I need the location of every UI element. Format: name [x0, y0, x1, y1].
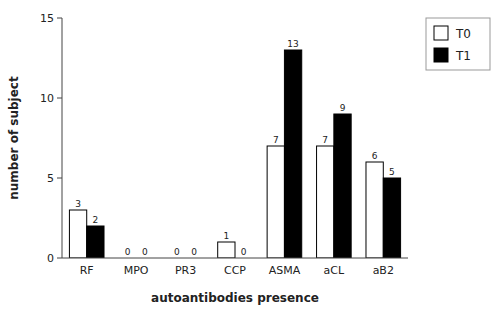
y-tick-label: 0 — [47, 252, 54, 265]
bar — [69, 210, 86, 258]
y-axis-label: number of subject — [7, 76, 21, 200]
legend-swatch — [434, 26, 448, 40]
legend: T0 T1 — [426, 18, 490, 70]
y-tick — [57, 98, 62, 99]
data-label: 0 — [241, 247, 247, 257]
x-axis: RF MPO PR3 CCP ASMA aCL aB2 — [62, 258, 408, 277]
x-tick-label: aB2 — [373, 264, 394, 277]
x-tick-label: MPO — [124, 264, 149, 277]
data-label: 0 — [191, 247, 197, 257]
data-label: 3 — [75, 199, 81, 209]
bar — [317, 146, 334, 258]
bar — [87, 226, 104, 258]
y-tick-label: 10 — [40, 92, 54, 105]
legend-swatch — [434, 48, 448, 62]
x-tick-label: ASMA — [269, 264, 301, 277]
y-axis: 0 5 10 15 — [40, 12, 62, 265]
data-label: 0 — [125, 247, 131, 257]
data-label: 7 — [322, 135, 328, 145]
y-tick-label: 15 — [40, 12, 54, 25]
y-tick-label: 5 — [47, 172, 54, 185]
legend-label: T0 — [455, 27, 471, 41]
bar — [267, 146, 284, 258]
data-label: 1 — [223, 231, 229, 241]
chart-container: 0 5 10 15 3 0 0 1 7 7 6 2 0 0 0 13 9 5 RF MPO PR3 CCP ASMA aCL a… — [0, 0, 500, 316]
data-label: 13 — [287, 39, 298, 49]
bars — [69, 50, 400, 258]
x-tick-label: PR3 — [175, 264, 196, 277]
x-tick-label: CCP — [224, 264, 246, 277]
legend-box — [426, 18, 490, 70]
bar — [383, 178, 400, 258]
chart-svg: 0 5 10 15 3 0 0 1 7 7 6 2 0 0 0 13 9 5 RF MPO PR3 CCP ASMA aCL a… — [0, 0, 500, 316]
bar — [366, 162, 383, 258]
x-tick-label: RF — [80, 264, 94, 277]
bar — [334, 114, 351, 258]
data-label: 0 — [142, 247, 148, 257]
bar — [284, 50, 301, 258]
data-label: 6 — [372, 151, 378, 161]
y-tick — [57, 18, 62, 19]
data-label: 7 — [273, 135, 279, 145]
data-label: 0 — [174, 247, 180, 257]
data-label: 2 — [92, 215, 98, 225]
x-axis-line — [62, 258, 408, 259]
y-tick — [57, 258, 62, 259]
data-label: 9 — [340, 103, 346, 113]
x-tick-label: aCL — [324, 264, 345, 277]
data-labels: 3 0 0 1 7 7 6 2 0 0 0 13 9 5 — [75, 39, 395, 257]
data-label: 5 — [389, 167, 395, 177]
y-tick — [57, 178, 62, 179]
legend-label: T1 — [455, 49, 471, 63]
bar — [218, 242, 235, 258]
x-axis-label: autoantibodies presence — [151, 291, 319, 305]
y-axis-line — [62, 18, 63, 258]
